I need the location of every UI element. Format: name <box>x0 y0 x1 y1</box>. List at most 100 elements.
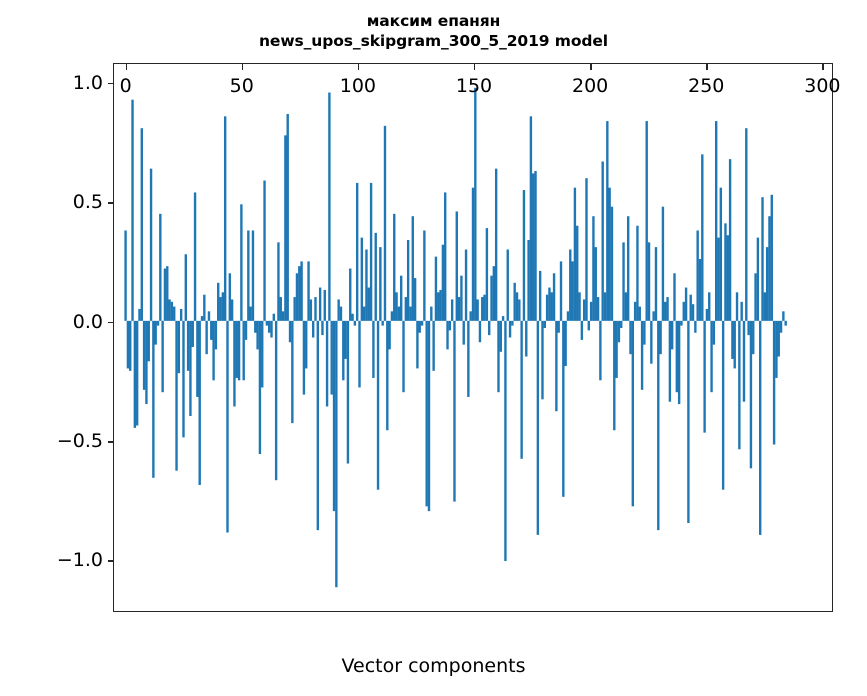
bar <box>413 278 417 321</box>
x-tick-label: 200 <box>571 75 609 97</box>
bar <box>687 320 690 524</box>
bar <box>142 320 146 390</box>
bar <box>643 320 646 345</box>
bar <box>636 225 639 321</box>
bar <box>270 320 273 338</box>
bar <box>580 320 584 340</box>
x-axis-label: Vector components <box>341 655 526 677</box>
bar <box>441 244 445 321</box>
bar <box>226 320 229 533</box>
bar <box>379 247 382 321</box>
bar <box>305 320 308 369</box>
bar <box>446 320 449 350</box>
bar <box>434 256 438 321</box>
bar <box>691 304 695 321</box>
bar <box>527 239 530 321</box>
bar <box>541 320 544 400</box>
bar <box>504 320 507 562</box>
bar <box>351 313 354 321</box>
y-tick-label: 0.0 <box>72 310 103 333</box>
bar <box>726 235 729 321</box>
bar <box>501 316 505 321</box>
bar <box>277 242 280 321</box>
bar <box>772 320 776 445</box>
bar <box>131 99 134 321</box>
bar <box>485 228 489 321</box>
bar <box>701 154 704 321</box>
bar <box>721 320 725 490</box>
bar <box>589 301 593 321</box>
bar <box>177 320 181 374</box>
x-tick-label: 100 <box>339 75 376 97</box>
bar <box>240 204 243 321</box>
bar <box>193 192 197 321</box>
x-tick-mark <box>822 64 824 70</box>
bar <box>140 128 143 321</box>
bar <box>682 301 685 321</box>
bar <box>661 206 665 321</box>
bar <box>450 299 454 321</box>
bar <box>670 320 674 350</box>
bar <box>654 247 658 321</box>
y-tick-label: 1.0 <box>72 72 103 95</box>
bar <box>647 242 651 321</box>
bar <box>768 216 771 321</box>
bar <box>133 320 137 428</box>
bar <box>520 320 523 459</box>
bar <box>775 320 778 378</box>
bar <box>569 249 572 321</box>
bar <box>749 320 753 469</box>
bar <box>263 180 266 321</box>
bar <box>615 320 618 378</box>
bar <box>490 275 493 321</box>
bar <box>159 213 162 321</box>
chart-title: максим епанян news_upos_skipgram_300_5_2… <box>0 11 867 51</box>
bar <box>640 320 644 390</box>
bar <box>666 297 669 321</box>
bar <box>432 320 435 371</box>
bar <box>515 292 519 321</box>
bar <box>571 261 574 321</box>
bar <box>483 294 486 321</box>
bar <box>439 289 442 321</box>
bar <box>256 320 259 350</box>
bar <box>752 320 755 355</box>
bar <box>467 320 470 397</box>
bar <box>587 320 591 331</box>
bar <box>235 320 238 378</box>
x-tick-label: 150 <box>455 75 493 97</box>
bar <box>474 87 477 321</box>
bar <box>756 237 760 321</box>
bar <box>182 320 185 438</box>
bar <box>388 320 391 350</box>
bar <box>601 161 604 321</box>
bar <box>161 320 164 393</box>
bar <box>425 320 428 507</box>
bar <box>358 320 361 388</box>
bar <box>481 297 484 321</box>
bar <box>471 187 475 321</box>
y-tick-label: −0.5 <box>56 430 103 453</box>
bar <box>638 306 641 321</box>
bar <box>126 320 130 369</box>
bar <box>244 320 248 340</box>
bar <box>423 230 426 321</box>
bar <box>397 306 401 321</box>
bar <box>163 268 167 321</box>
bar <box>381 320 384 326</box>
bar <box>444 192 447 321</box>
bar <box>427 320 431 512</box>
bar <box>677 320 681 405</box>
bar <box>367 287 370 321</box>
bar <box>418 320 421 333</box>
bar <box>400 275 403 321</box>
bar <box>592 216 595 321</box>
bar <box>233 320 236 407</box>
x-tick-label: 0 <box>119 75 132 97</box>
y-tick-label: −1.0 <box>56 549 103 572</box>
bar <box>652 311 655 321</box>
bar <box>219 297 222 321</box>
bar <box>518 299 521 321</box>
bar <box>497 320 500 393</box>
bar <box>488 320 491 336</box>
